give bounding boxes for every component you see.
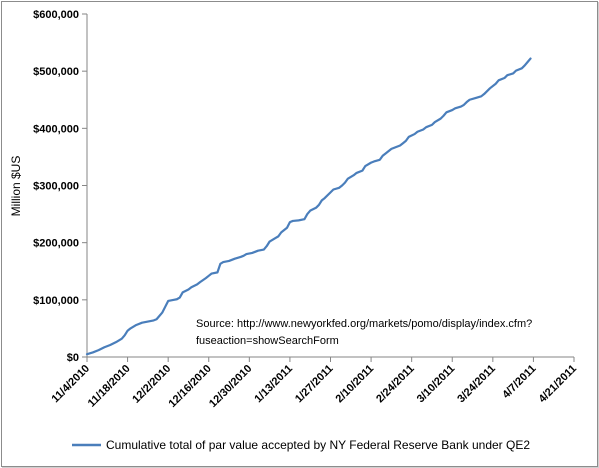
x-tick-label: 12/16/2010 xyxy=(166,363,213,410)
legend-label: Cumulative total of par value accepted b… xyxy=(106,438,530,452)
source-annotation-line-1: Source: http://www.newyorkfed.org/market… xyxy=(196,318,532,330)
x-axis-ticks: 11/4/201011/18/201012/2/201012/16/201012… xyxy=(49,357,579,410)
x-tick-label: 2/24/2011 xyxy=(374,363,417,406)
y-tick-label: $200,000 xyxy=(33,238,79,250)
y-tick-label: $0 xyxy=(67,352,79,364)
x-tick-label: 1/13/2011 xyxy=(252,363,295,406)
x-tick-label: 3/10/2011 xyxy=(415,363,458,406)
x-tick-label: 12/30/2010 xyxy=(207,363,254,410)
x-tick-label: 2/10/2011 xyxy=(334,363,377,406)
x-tick-label: 11/4/2010 xyxy=(49,363,92,406)
x-tick-label: 1/27/2011 xyxy=(293,363,336,406)
y-tick-label: $400,000 xyxy=(33,123,79,135)
x-tick-label: 3/24/2011 xyxy=(455,363,498,406)
y-tick-label: $300,000 xyxy=(33,181,79,193)
source-annotation-line-2: fuseaction=showSearchForm xyxy=(196,335,339,347)
y-tick-label: $100,000 xyxy=(33,295,79,307)
x-tick-label: 4/7/2011 xyxy=(500,363,538,401)
x-tick-label: 4/21/2011 xyxy=(536,363,579,406)
series-line xyxy=(85,57,532,356)
x-tick-label: 12/2/2010 xyxy=(130,363,173,406)
x-tick-label: 11/18/2010 xyxy=(86,363,133,410)
y-tick-label: $500,000 xyxy=(33,66,79,78)
y-axis-title: Million $US xyxy=(9,156,23,217)
y-tick-label: $600,000 xyxy=(33,9,79,21)
y-axis-ticks: $0 $100,000 $200,000 $300,000 $400,000 $500,0… xyxy=(33,9,87,364)
